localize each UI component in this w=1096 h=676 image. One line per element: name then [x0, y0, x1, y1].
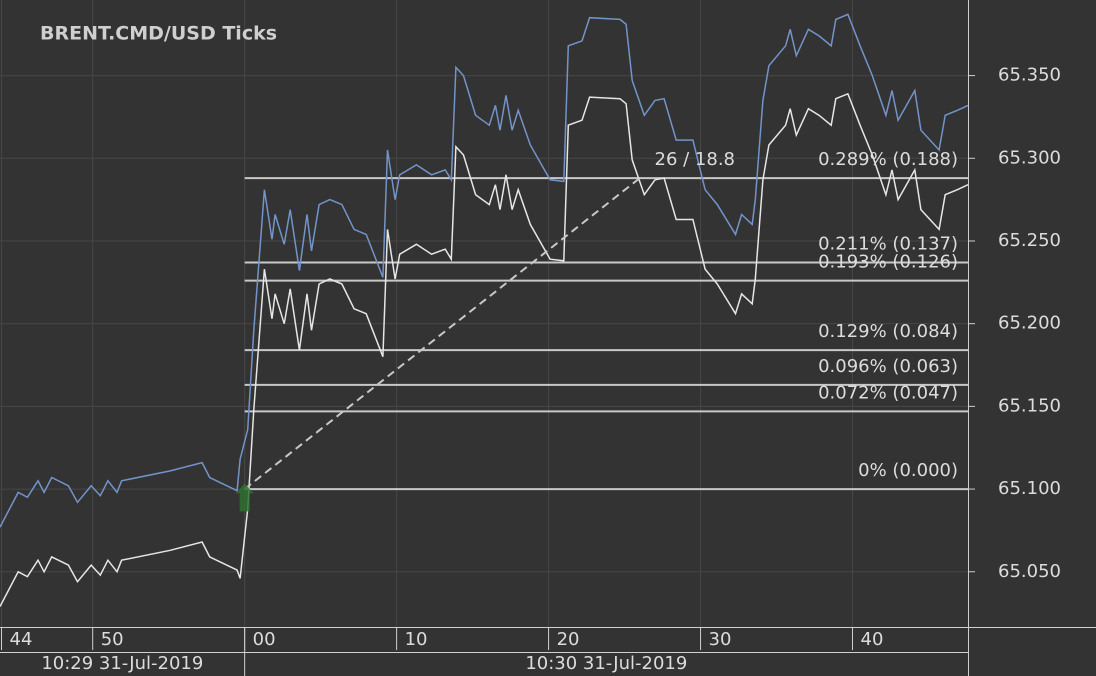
x-tick-label: 40	[861, 629, 884, 650]
plot: 0.289% (0.188) 0.211% (0.137)0.193% (0.12…	[0, 13, 969, 607]
level-label: 0.072% (0.047)	[818, 382, 958, 403]
level-label: 0.129% (0.084)	[818, 321, 958, 342]
level-label: 0% (0.000)	[858, 460, 958, 481]
level-label: 0.096% (0.063)	[818, 356, 958, 377]
x-group-label: 10:29 31-Jul-2019	[41, 653, 203, 674]
x-tick-label: 30	[709, 629, 732, 650]
trend-line	[244, 177, 641, 490]
price-line	[0, 13, 969, 528]
grid	[0, 0, 968, 627]
chart-title: BRENT.CMD/USD Ticks	[40, 23, 277, 45]
x-tick-label: 10	[405, 629, 428, 650]
entry-marker	[235, 483, 254, 512]
y-tick-label: 65.050	[998, 561, 1061, 582]
y-tick-label: 65.250	[998, 230, 1061, 251]
x-tick-label: 44	[10, 629, 33, 650]
x-tick-label: 00	[253, 629, 276, 650]
level-label: 0.193% (0.126)	[818, 252, 958, 273]
level-label: 0.211% (0.137)	[818, 233, 958, 254]
y-tick-label: 65.300	[998, 147, 1061, 168]
price-line	[0, 92, 969, 607]
trend-label: 26 / 18.8	[655, 149, 736, 170]
y-tick-label: 65.100	[998, 478, 1061, 499]
y-tick-label: 65.200	[998, 313, 1061, 334]
x-group-label: 10:30 31-Jul-2019	[525, 653, 687, 674]
x-tick-label: 20	[557, 629, 580, 650]
x-tick-label: 50	[101, 629, 124, 650]
y-tick-label: 65.350	[998, 65, 1061, 86]
y-tick-label: 65.150	[998, 395, 1061, 416]
level-label: 0.289% (0.188)	[818, 149, 958, 170]
